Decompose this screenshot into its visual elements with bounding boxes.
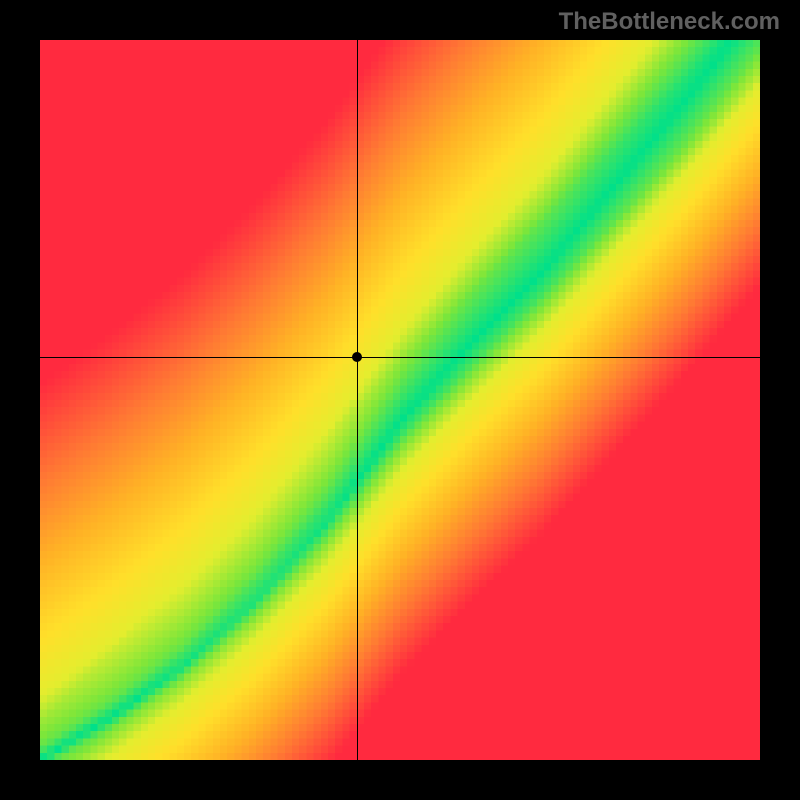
crosshair-horizontal [40,357,760,358]
chart-stage: TheBottleneck.com [0,0,800,800]
crosshair-vertical [357,40,358,760]
watermark-text: TheBottleneck.com [559,8,780,36]
bottleneck-heatmap [40,40,760,760]
crosshair-dot [352,352,362,362]
plot-area [40,40,760,760]
